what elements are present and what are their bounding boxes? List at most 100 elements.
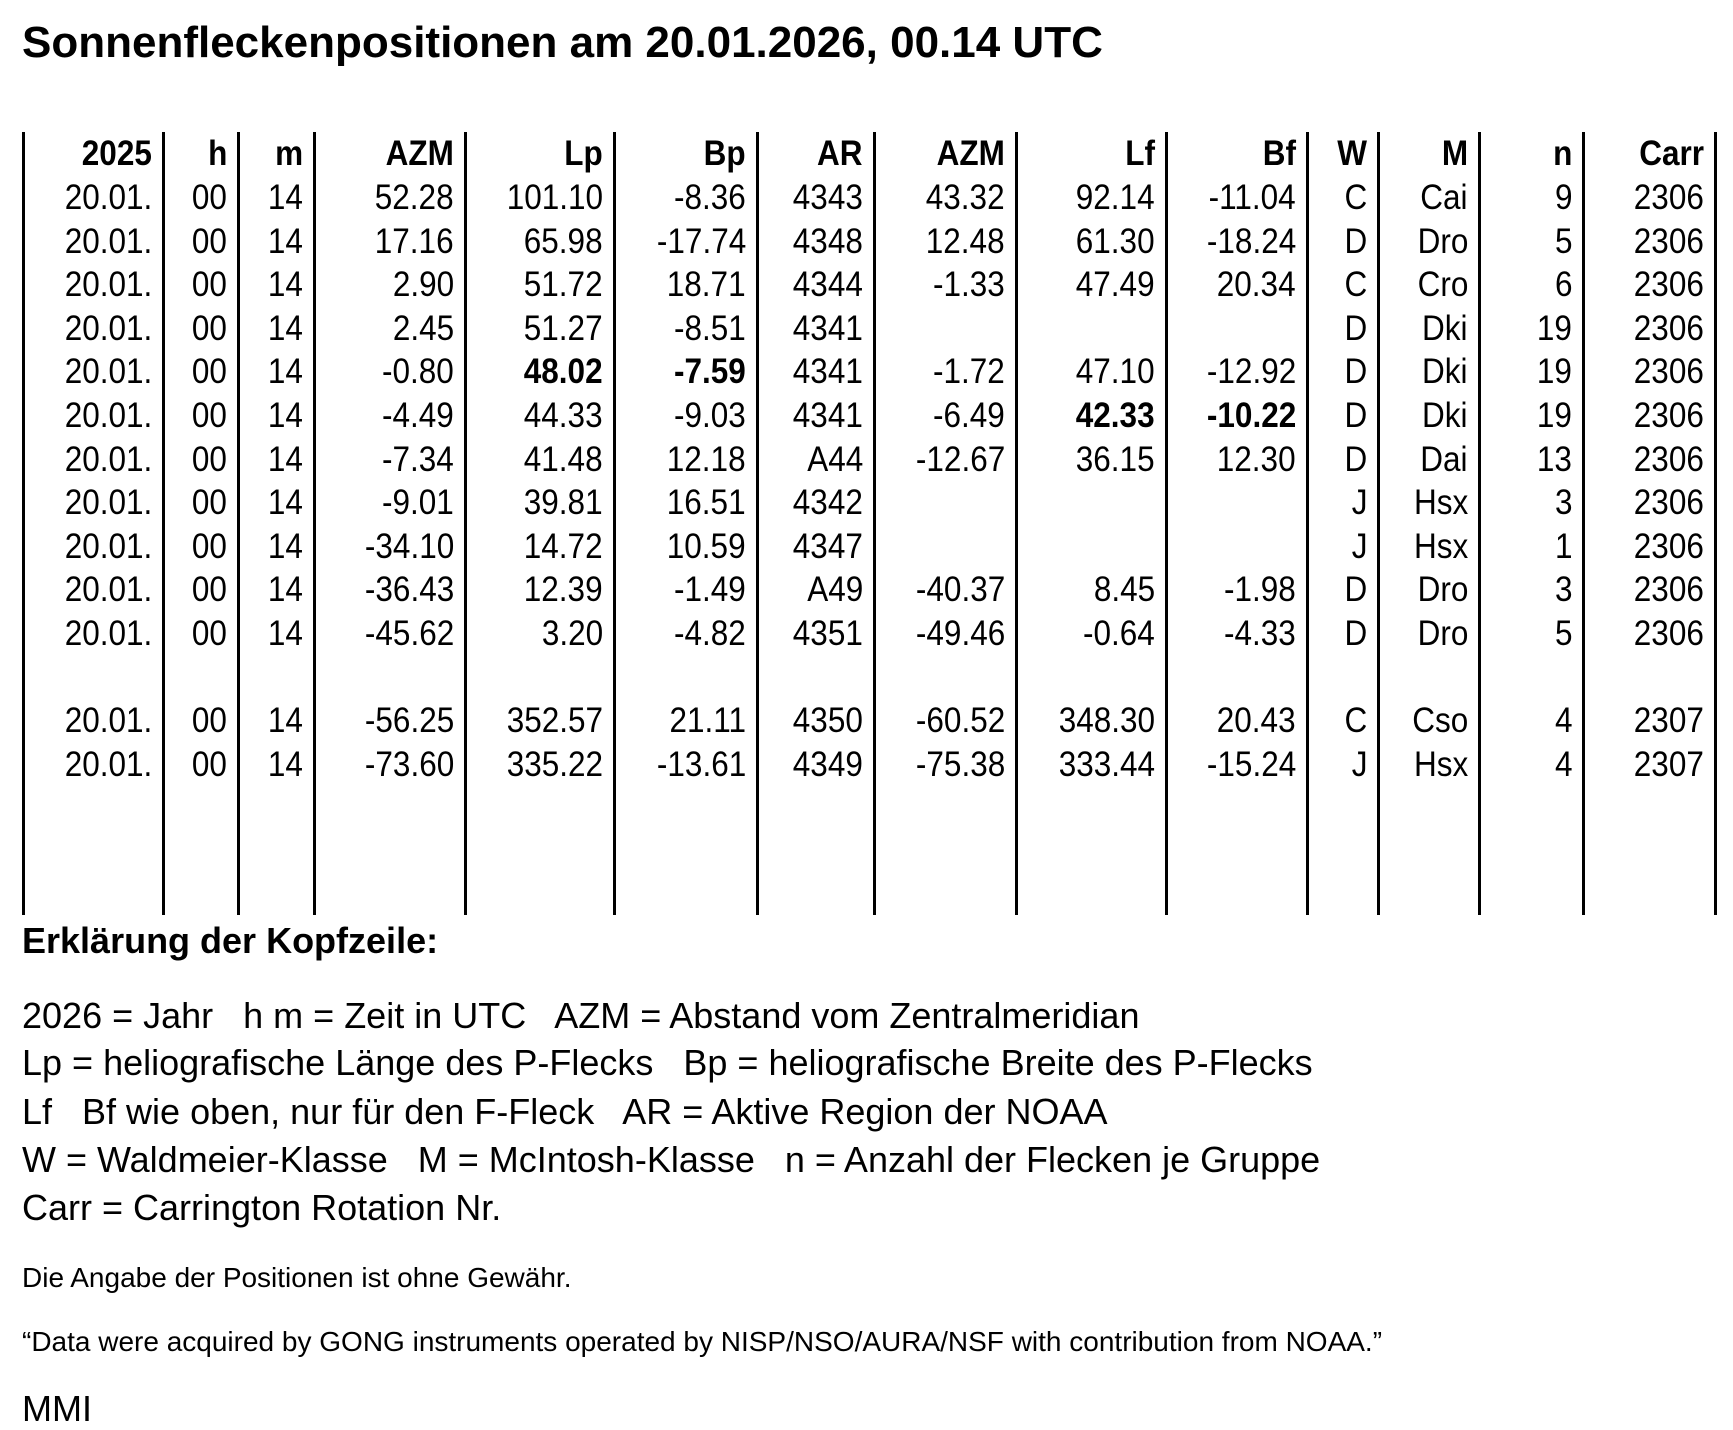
table-cell: 14 [267, 221, 303, 261]
table-cell: 19 [1536, 352, 1572, 392]
table-cell: 2306 [1633, 570, 1704, 610]
table-cell: 4347 [792, 526, 863, 566]
disclaimer: Die Angabe der Positionen ist ohne Gewäh… [22, 1262, 572, 1293]
table-cell: 4351 [792, 614, 863, 653]
table-cell: 19 [1536, 396, 1572, 435]
table-cell: J [1351, 483, 1367, 523]
table-cell: 12.18 [667, 439, 746, 479]
table-cell: -1.33 [933, 265, 1005, 305]
table-cell: 5 [1554, 614, 1572, 653]
table-cell: Cso [1411, 701, 1468, 741]
table-cell: 43.32 [926, 178, 1005, 217]
table-cell: 42.33 [1076, 396, 1155, 435]
table-cell: -56.25 [364, 701, 454, 741]
table-cell: 2.90 [392, 265, 454, 305]
column-header: Carr [1639, 134, 1704, 173]
table-cell: 4342 [792, 483, 863, 523]
column-divider [1582, 132, 1585, 915]
table-cell: 20.01. [64, 221, 152, 261]
column-divider [1714, 132, 1717, 915]
table-cell: D [1344, 439, 1367, 479]
table-cell: 20.01. [64, 744, 152, 784]
page-title: Sonnenfleckenpositionen am 20.01.2026, 0… [22, 18, 1103, 67]
table-cell: Cai [1420, 178, 1468, 217]
column-divider [1478, 132, 1481, 915]
table-cell: 00 [191, 483, 227, 523]
table-cell: 52.28 [375, 178, 454, 217]
table-cell: 13 [1536, 439, 1572, 479]
table-cell: D [1344, 396, 1367, 435]
column-header: n [1552, 134, 1572, 173]
table-cell: 20.01. [64, 570, 152, 610]
column-divider [613, 132, 616, 915]
table-cell: -9.03 [674, 396, 746, 435]
table-cell: -4.33 [1224, 614, 1296, 653]
table-cell: 00 [191, 178, 227, 217]
table-cell: -0.80 [382, 352, 454, 392]
table-cell: -0.64 [1083, 614, 1155, 653]
table-cell: 2306 [1633, 178, 1704, 217]
table-cell: Dro [1417, 221, 1468, 261]
table-cell: Dai [1420, 439, 1468, 479]
table-cell: D [1344, 221, 1367, 261]
table-cell: Dki [1422, 308, 1468, 348]
table-cell: -75.38 [915, 744, 1005, 784]
table-cell: Hsx [1413, 483, 1468, 523]
table-cell: 00 [191, 744, 227, 784]
table-cell: -40.37 [915, 570, 1005, 610]
table-cell: 2.45 [392, 308, 454, 348]
table-cell: 348.30 [1058, 701, 1155, 741]
table-cell: 2306 [1633, 221, 1704, 261]
column-divider [313, 132, 316, 915]
column-divider [1306, 132, 1309, 915]
table-cell: 92.14 [1076, 178, 1155, 217]
table-cell: 101.10 [506, 178, 603, 217]
legend-line: 2026 = Jahr h m = Zeit in UTC AZM = Abst… [22, 995, 1140, 1036]
table-cell: 4 [1554, 701, 1572, 741]
column-header: Lp [564, 134, 603, 173]
table-cell: 2306 [1633, 483, 1704, 523]
table-cell: 20.43 [1217, 701, 1296, 741]
table-cell: 00 [191, 396, 227, 435]
column-header: m [274, 134, 303, 173]
table-cell: D [1344, 308, 1367, 348]
column-header: Bf [1262, 134, 1296, 173]
table-cell: 00 [191, 221, 227, 261]
table-cell: Dki [1422, 352, 1468, 392]
table-cell: 51.72 [524, 265, 603, 305]
table-cell: 51.27 [524, 308, 603, 348]
table-cell: 14 [267, 744, 303, 784]
table-cell: 47.49 [1076, 265, 1155, 305]
table-cell: 10.59 [667, 526, 746, 566]
table-cell: 352.57 [506, 701, 603, 741]
table-cell: 4343 [792, 178, 863, 217]
table-cell: 19 [1536, 308, 1572, 348]
table-cell: -11.04 [1209, 178, 1296, 217]
table-cell: -34.10 [364, 526, 454, 566]
table-cell: C [1344, 178, 1367, 217]
table-cell: -9.01 [382, 483, 454, 523]
table-cell: 65.98 [524, 221, 603, 261]
table-cell: 14 [267, 483, 303, 523]
table-cell: C [1344, 265, 1367, 305]
table-cell: 4 [1554, 744, 1572, 784]
table-cell: D [1344, 614, 1367, 653]
table-cell: 00 [191, 352, 227, 392]
table-cell: 2306 [1633, 614, 1704, 653]
table-cell: 3 [1554, 483, 1572, 523]
table-cell: 12.30 [1217, 439, 1296, 479]
table-cell: Cro [1417, 265, 1468, 305]
table-cell: 20.01. [64, 352, 152, 392]
table-cell: 20.34 [1217, 265, 1296, 305]
table-cell: 14 [267, 396, 303, 435]
legend-line: W = Waldmeier-Klasse M = McIntosh-Klasse… [22, 1139, 1321, 1180]
table-cell: 47.10 [1076, 352, 1155, 392]
table-cell: 2307 [1633, 744, 1704, 784]
column-header: AR [817, 134, 863, 173]
table-cell: 14 [267, 526, 303, 566]
legend-line: Lp = heliografische Länge des P-Flecks B… [22, 1042, 1313, 1083]
table-cell: -1.49 [674, 570, 746, 610]
table-cell: 20.01. [64, 178, 152, 217]
table-cell: 14 [267, 570, 303, 610]
